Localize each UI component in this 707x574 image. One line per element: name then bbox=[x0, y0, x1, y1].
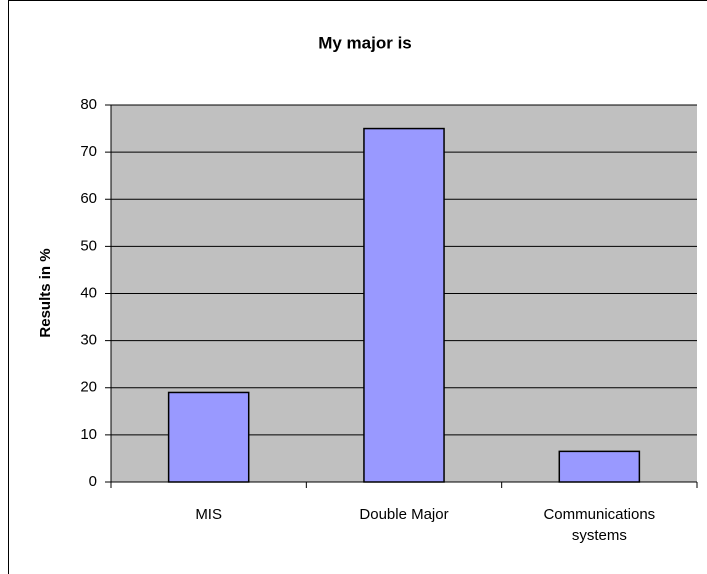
chart-title: My major is bbox=[318, 33, 412, 52]
bar bbox=[558, 450, 641, 483]
x-tick-label: Communications systems bbox=[543, 506, 656, 544]
y-tick-label: 10 bbox=[80, 426, 97, 443]
y-tick-label: 30 bbox=[80, 332, 97, 349]
y-tick-label: 70 bbox=[80, 143, 97, 160]
x-tick-label: MIS bbox=[195, 506, 222, 523]
y-tick-label: 20 bbox=[80, 379, 97, 396]
y-tick-label: 80 bbox=[80, 96, 97, 113]
y-tick-label: 50 bbox=[80, 237, 97, 254]
x-tick-label: Double Major bbox=[359, 506, 449, 523]
bar bbox=[167, 391, 250, 483]
bar bbox=[363, 127, 445, 483]
y-tick-label: 60 bbox=[80, 190, 97, 207]
y-tick-label: 40 bbox=[80, 284, 97, 301]
y-tick-label: 0 bbox=[89, 473, 97, 490]
y-axis-label: Results in % bbox=[37, 248, 54, 337]
